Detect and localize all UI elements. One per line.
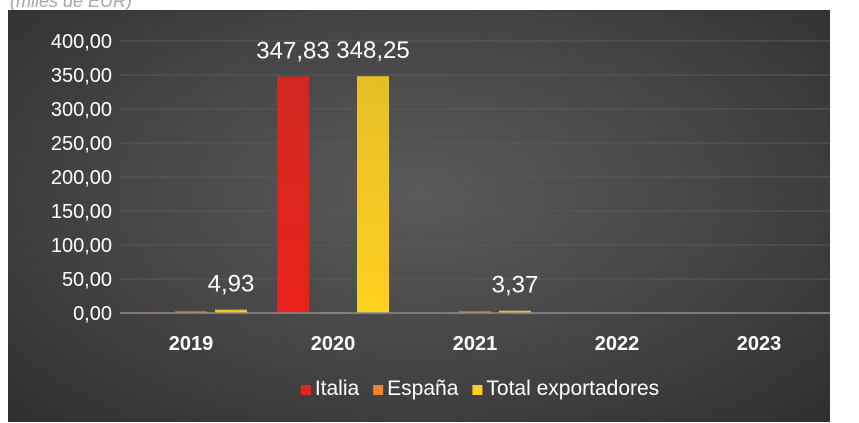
data-label: 347,83	[256, 37, 329, 64]
x-tick-label: 2021	[453, 333, 498, 355]
y-tick-label: 350,00	[51, 65, 112, 87]
y-tick-label: 150,00	[51, 201, 112, 223]
bar	[215, 309, 247, 313]
y-tick-label: 50,00	[62, 269, 112, 291]
data-label: 3,37	[492, 272, 539, 299]
x-tick-label: 2023	[737, 333, 782, 355]
y-tick-label: 400,00	[51, 31, 112, 53]
data-label: 348,25	[336, 37, 409, 64]
x-tick-label: 2019	[169, 333, 214, 355]
legend-label: España	[387, 377, 459, 400]
y-tick-label: 0,00	[73, 303, 112, 325]
data-label: 4,93	[208, 271, 255, 298]
legend-swatch	[373, 385, 384, 395]
y-tick-label: 300,00	[51, 99, 112, 121]
y-tick-label: 100,00	[51, 235, 112, 257]
bar	[277, 76, 309, 313]
units-caption: (miles de EUR)	[10, 0, 133, 11]
chart-area	[8, 10, 830, 422]
y-tick-label: 250,00	[51, 133, 112, 155]
x-tick-label: 2020	[311, 333, 356, 355]
bar	[499, 310, 531, 313]
legend-swatch	[472, 385, 483, 395]
bar	[459, 311, 491, 313]
legend-label: Total exportadores	[486, 377, 659, 400]
x-tick-label: 2022	[595, 333, 640, 355]
bar	[357, 76, 389, 313]
bar	[175, 311, 207, 313]
legend-label: Italia	[315, 377, 360, 400]
y-tick-label: 200,00	[51, 167, 112, 189]
legend-swatch	[300, 385, 311, 395]
